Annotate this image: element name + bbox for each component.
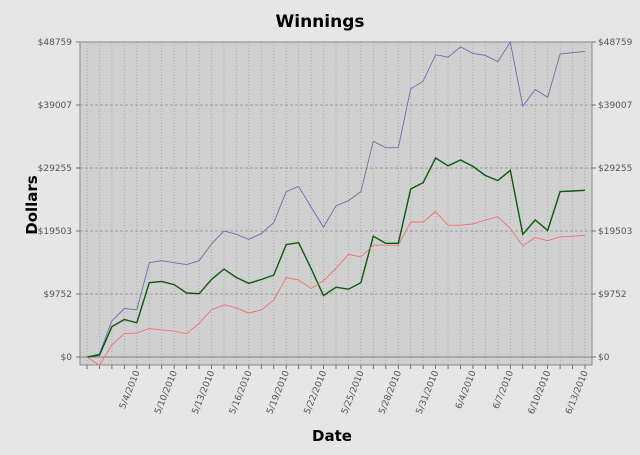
y-tick-label-left: $48759 [38,38,73,48]
series-line-1 [86,40,586,358]
y-tick-label-right: $9752 [598,290,627,300]
y-tick-label-right: $0 [598,353,610,363]
x-axis-label: Date [312,427,352,445]
y-tick-label-left: $39007 [38,101,72,111]
y-tick-label-left: $19503 [38,227,72,237]
y-tick-label-right: $48759 [598,38,633,48]
y-tick-label-left: $9752 [43,290,72,300]
plot-area [79,41,593,366]
series-lines [86,40,586,367]
y-axis-label: Dollars [23,175,41,235]
grid-lines [80,41,592,365]
chart-title: Winnings [275,12,364,32]
series-line-2 [86,157,586,358]
y-tick-label-right: $29255 [598,164,632,174]
y-tick-label-right: $39007 [598,101,632,111]
y-tick-label-left: $29255 [38,164,72,174]
y-tick-label-left: $0 [61,353,73,363]
series-line-3 [86,210,586,367]
y-tick-label-right: $19503 [598,227,632,237]
